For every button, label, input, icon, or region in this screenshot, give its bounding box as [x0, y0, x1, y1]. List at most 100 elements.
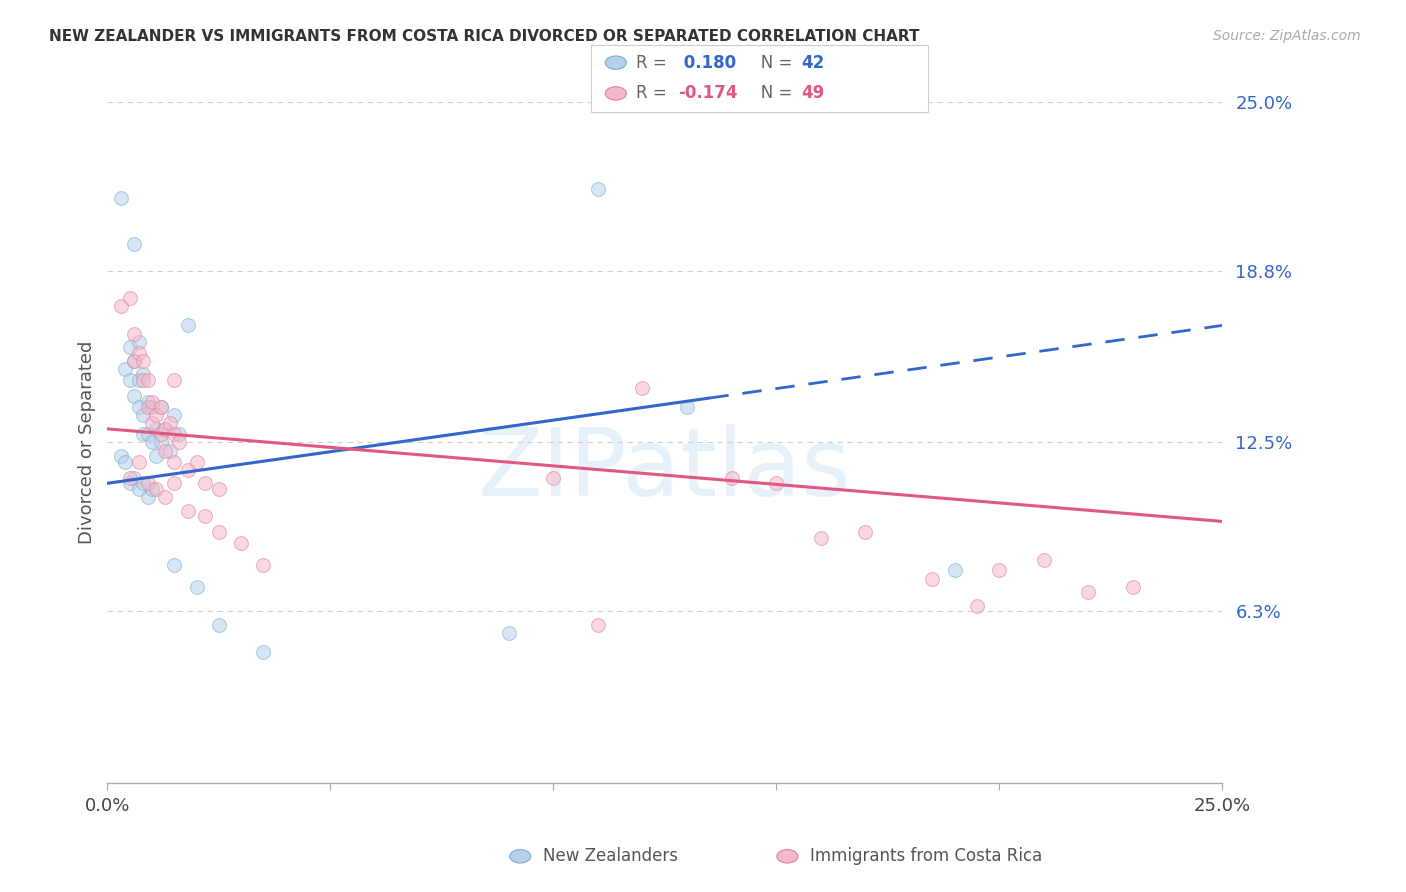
- Point: [132, 409, 155, 423]
- Point: [163, 476, 186, 491]
- Point: [720, 471, 742, 485]
- Point: [194, 476, 217, 491]
- Text: R =: R =: [636, 85, 672, 103]
- Point: [128, 454, 150, 468]
- Point: [132, 476, 155, 491]
- Point: [114, 454, 136, 468]
- Point: [136, 400, 159, 414]
- Point: [676, 400, 699, 414]
- Point: [155, 443, 177, 458]
- Text: 42: 42: [801, 54, 825, 71]
- Point: [176, 318, 198, 333]
- Point: [586, 617, 609, 632]
- Point: [122, 354, 145, 368]
- Point: [186, 580, 208, 594]
- Point: [921, 572, 943, 586]
- Point: [110, 190, 132, 204]
- Point: [1077, 585, 1099, 599]
- Point: [132, 427, 155, 442]
- Point: [155, 422, 177, 436]
- Point: [128, 482, 150, 496]
- Point: [149, 427, 172, 442]
- Point: [176, 503, 198, 517]
- Point: [128, 334, 150, 349]
- Point: [110, 449, 132, 463]
- Point: [176, 463, 198, 477]
- Point: [208, 617, 231, 632]
- Point: [145, 422, 167, 436]
- Text: Source: ZipAtlas.com: Source: ZipAtlas.com: [1213, 29, 1361, 43]
- Point: [855, 525, 877, 540]
- Point: [163, 427, 186, 442]
- Point: [132, 373, 155, 387]
- Point: [149, 400, 172, 414]
- Point: [163, 558, 186, 572]
- Point: [810, 531, 832, 545]
- Point: [132, 354, 155, 368]
- Point: [159, 417, 181, 431]
- Point: [128, 400, 150, 414]
- Point: [159, 443, 181, 458]
- Text: 0.180: 0.180: [678, 54, 735, 71]
- Point: [122, 471, 145, 485]
- Text: Immigrants from Costa Rica: Immigrants from Costa Rica: [810, 847, 1042, 865]
- Point: [141, 417, 163, 431]
- Point: [155, 490, 177, 504]
- Point: [149, 435, 172, 450]
- Point: [252, 645, 274, 659]
- Point: [145, 449, 167, 463]
- Point: [118, 476, 141, 491]
- Point: [122, 354, 145, 368]
- Point: [136, 373, 159, 387]
- Text: N =: N =: [745, 85, 797, 103]
- Point: [765, 476, 787, 491]
- Text: 49: 49: [801, 85, 825, 103]
- Text: NEW ZEALANDER VS IMMIGRANTS FROM COSTA RICA DIVORCED OR SEPARATED CORRELATION CH: NEW ZEALANDER VS IMMIGRANTS FROM COSTA R…: [49, 29, 920, 44]
- Point: [145, 482, 167, 496]
- Point: [943, 563, 966, 577]
- Point: [149, 400, 172, 414]
- Y-axis label: Divorced or Separated: Divorced or Separated: [79, 341, 96, 544]
- Point: [128, 373, 150, 387]
- Point: [586, 182, 609, 196]
- Point: [132, 368, 155, 382]
- Point: [141, 435, 163, 450]
- Point: [118, 291, 141, 305]
- Point: [122, 326, 145, 341]
- Point: [136, 394, 159, 409]
- Point: [194, 508, 217, 523]
- Point: [128, 345, 150, 359]
- Point: [122, 236, 145, 251]
- Text: New Zealanders: New Zealanders: [543, 847, 678, 865]
- Point: [988, 563, 1011, 577]
- Point: [163, 454, 186, 468]
- Point: [114, 362, 136, 376]
- Point: [167, 435, 190, 450]
- Text: N =: N =: [745, 54, 797, 71]
- Point: [118, 340, 141, 354]
- Point: [155, 422, 177, 436]
- Point: [136, 476, 159, 491]
- Point: [163, 373, 186, 387]
- Text: R =: R =: [636, 54, 672, 71]
- Point: [208, 525, 231, 540]
- Text: ZIPatlas: ZIPatlas: [478, 424, 852, 516]
- Point: [966, 599, 988, 613]
- Point: [543, 471, 565, 485]
- Point: [167, 427, 190, 442]
- Point: [631, 381, 654, 395]
- Point: [141, 394, 163, 409]
- Text: -0.174: -0.174: [678, 85, 737, 103]
- Point: [136, 490, 159, 504]
- Point: [1032, 552, 1054, 566]
- Point: [110, 299, 132, 313]
- Point: [208, 482, 231, 496]
- Point: [141, 482, 163, 496]
- Point: [118, 373, 141, 387]
- Point: [252, 558, 274, 572]
- Point: [186, 454, 208, 468]
- Point: [231, 536, 253, 550]
- Point: [118, 471, 141, 485]
- Point: [498, 626, 520, 640]
- Point: [141, 400, 163, 414]
